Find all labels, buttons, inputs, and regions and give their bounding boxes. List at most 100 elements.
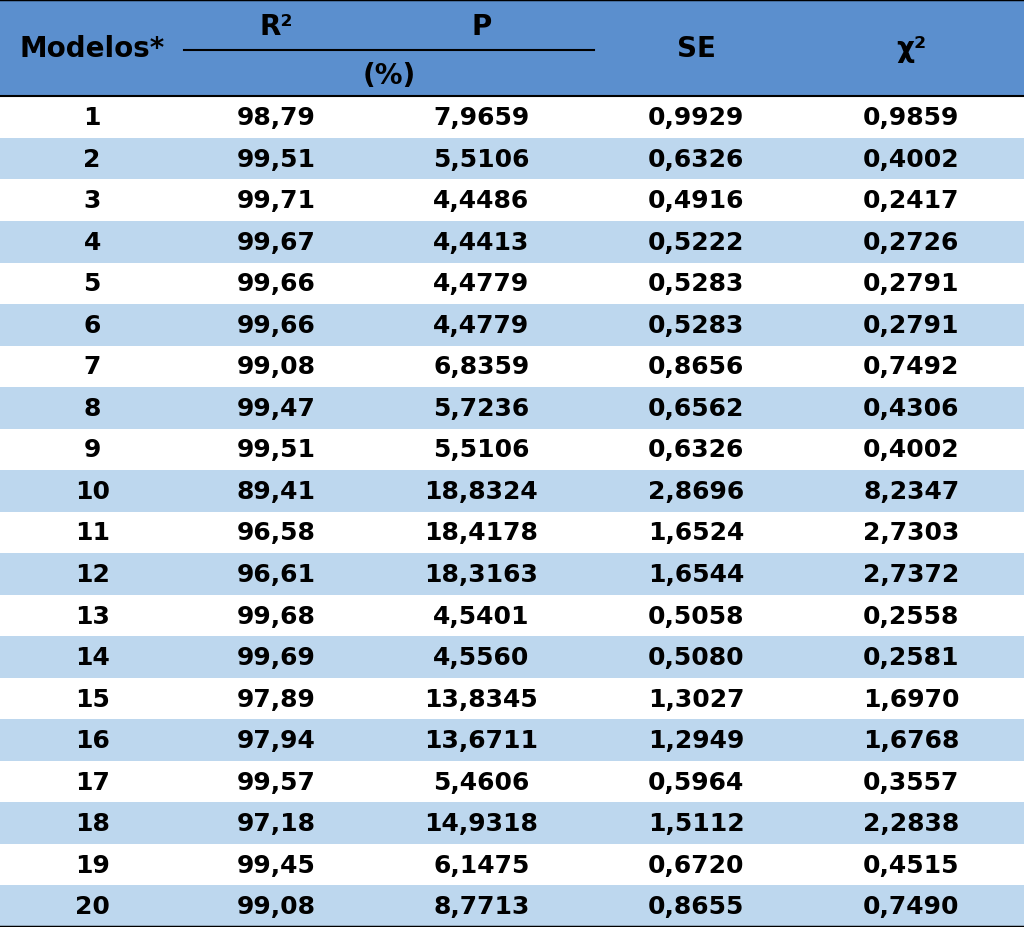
Text: 4,4779: 4,4779 xyxy=(433,272,529,296)
Text: 0,9859: 0,9859 xyxy=(863,106,959,130)
Text: 18,3163: 18,3163 xyxy=(424,563,539,587)
Text: 96,58: 96,58 xyxy=(237,521,316,545)
Text: 8,7713: 8,7713 xyxy=(433,895,529,919)
Text: 99,66: 99,66 xyxy=(237,313,316,337)
Text: 4: 4 xyxy=(84,231,100,255)
Text: Modelos*: Modelos* xyxy=(19,34,165,63)
Text: 97,18: 97,18 xyxy=(237,811,316,835)
Text: 1,6768: 1,6768 xyxy=(863,729,959,753)
Bar xyxy=(0,471,1024,512)
Bar xyxy=(0,97,1024,139)
Text: 11: 11 xyxy=(75,521,110,545)
Text: 1,3027: 1,3027 xyxy=(648,687,744,711)
Text: 1,6970: 1,6970 xyxy=(863,687,959,711)
Text: 3: 3 xyxy=(84,189,100,213)
Text: 5,7236: 5,7236 xyxy=(433,397,529,421)
Bar xyxy=(0,885,1024,927)
Bar xyxy=(0,553,1024,595)
Text: 99,08: 99,08 xyxy=(237,355,316,379)
Text: 2,7372: 2,7372 xyxy=(863,563,959,587)
Bar xyxy=(0,222,1024,263)
Bar xyxy=(0,139,1024,180)
Text: 99,71: 99,71 xyxy=(237,189,316,213)
Text: 8,2347: 8,2347 xyxy=(863,479,959,503)
Text: 15: 15 xyxy=(75,687,110,711)
Text: 89,41: 89,41 xyxy=(237,479,316,503)
Text: 0,5058: 0,5058 xyxy=(648,603,744,628)
Text: 6,8359: 6,8359 xyxy=(433,355,529,379)
Text: 99,66: 99,66 xyxy=(237,272,316,296)
Text: 96,61: 96,61 xyxy=(237,563,316,587)
Text: 0,6326: 0,6326 xyxy=(648,147,744,171)
Text: 4,4779: 4,4779 xyxy=(433,313,529,337)
Text: 0,6562: 0,6562 xyxy=(648,397,744,421)
Text: 1: 1 xyxy=(83,106,101,130)
Text: 2: 2 xyxy=(84,147,100,171)
Text: 4,5401: 4,5401 xyxy=(433,603,529,628)
Bar xyxy=(0,263,1024,305)
Text: 5,5106: 5,5106 xyxy=(433,438,529,462)
Text: 7: 7 xyxy=(84,355,100,379)
Text: R²: R² xyxy=(260,13,293,41)
Text: 14,9318: 14,9318 xyxy=(424,811,539,835)
Text: 0,4002: 0,4002 xyxy=(863,438,959,462)
Text: 6,1475: 6,1475 xyxy=(433,853,529,877)
Bar xyxy=(0,844,1024,885)
Text: 99,47: 99,47 xyxy=(237,397,316,421)
Bar xyxy=(0,0,1024,97)
Bar xyxy=(0,719,1024,761)
Text: 1,2949: 1,2949 xyxy=(648,729,744,753)
Text: 0,4916: 0,4916 xyxy=(648,189,744,213)
Text: 2,7303: 2,7303 xyxy=(863,521,959,545)
Text: 8: 8 xyxy=(84,397,100,421)
Bar xyxy=(0,637,1024,679)
Text: 0,6326: 0,6326 xyxy=(648,438,744,462)
Text: 19: 19 xyxy=(75,853,110,877)
Text: 99,08: 99,08 xyxy=(237,895,316,919)
Bar xyxy=(0,803,1024,844)
Text: 0,8656: 0,8656 xyxy=(648,355,744,379)
Text: 97,89: 97,89 xyxy=(237,687,316,711)
Text: 2,2838: 2,2838 xyxy=(863,811,959,835)
Text: 1,5112: 1,5112 xyxy=(648,811,744,835)
Text: 13,6711: 13,6711 xyxy=(424,729,539,753)
Text: 0,7490: 0,7490 xyxy=(863,895,959,919)
Bar xyxy=(0,180,1024,222)
Text: 0,2581: 0,2581 xyxy=(863,645,959,669)
Text: 99,51: 99,51 xyxy=(237,147,316,171)
Text: 0,2791: 0,2791 xyxy=(863,272,959,296)
Text: 0,9929: 0,9929 xyxy=(648,106,744,130)
Text: 99,67: 99,67 xyxy=(237,231,316,255)
Text: 99,57: 99,57 xyxy=(237,769,316,794)
Text: 20: 20 xyxy=(75,895,110,919)
Text: 0,8655: 0,8655 xyxy=(648,895,744,919)
Text: 16: 16 xyxy=(75,729,110,753)
Text: 0,2417: 0,2417 xyxy=(863,189,959,213)
Text: 0,7492: 0,7492 xyxy=(863,355,959,379)
Text: 13,8345: 13,8345 xyxy=(424,687,539,711)
Text: 0,2791: 0,2791 xyxy=(863,313,959,337)
Text: 1,6544: 1,6544 xyxy=(648,563,744,587)
Text: χ²: χ² xyxy=(896,34,927,63)
Text: 0,2726: 0,2726 xyxy=(863,231,959,255)
Text: 0,5080: 0,5080 xyxy=(648,645,744,669)
Text: 0,6720: 0,6720 xyxy=(648,853,744,877)
Text: 0,4002: 0,4002 xyxy=(863,147,959,171)
Text: (%): (%) xyxy=(362,62,416,90)
Bar xyxy=(0,512,1024,553)
Text: 0,4515: 0,4515 xyxy=(863,853,959,877)
Text: 1,6524: 1,6524 xyxy=(648,521,744,545)
Bar xyxy=(0,678,1024,719)
Text: 4,4413: 4,4413 xyxy=(433,231,529,255)
Text: 14: 14 xyxy=(75,645,110,669)
Text: 18: 18 xyxy=(75,811,110,835)
Text: 13: 13 xyxy=(75,603,110,628)
Text: SE: SE xyxy=(677,34,716,63)
Text: 0,5283: 0,5283 xyxy=(648,272,744,296)
Text: 0,4306: 0,4306 xyxy=(863,397,959,421)
Text: 0,2558: 0,2558 xyxy=(863,603,959,628)
Text: 9: 9 xyxy=(84,438,100,462)
Text: 4,5560: 4,5560 xyxy=(433,645,529,669)
Text: 0,5964: 0,5964 xyxy=(648,769,744,794)
Bar xyxy=(0,429,1024,471)
